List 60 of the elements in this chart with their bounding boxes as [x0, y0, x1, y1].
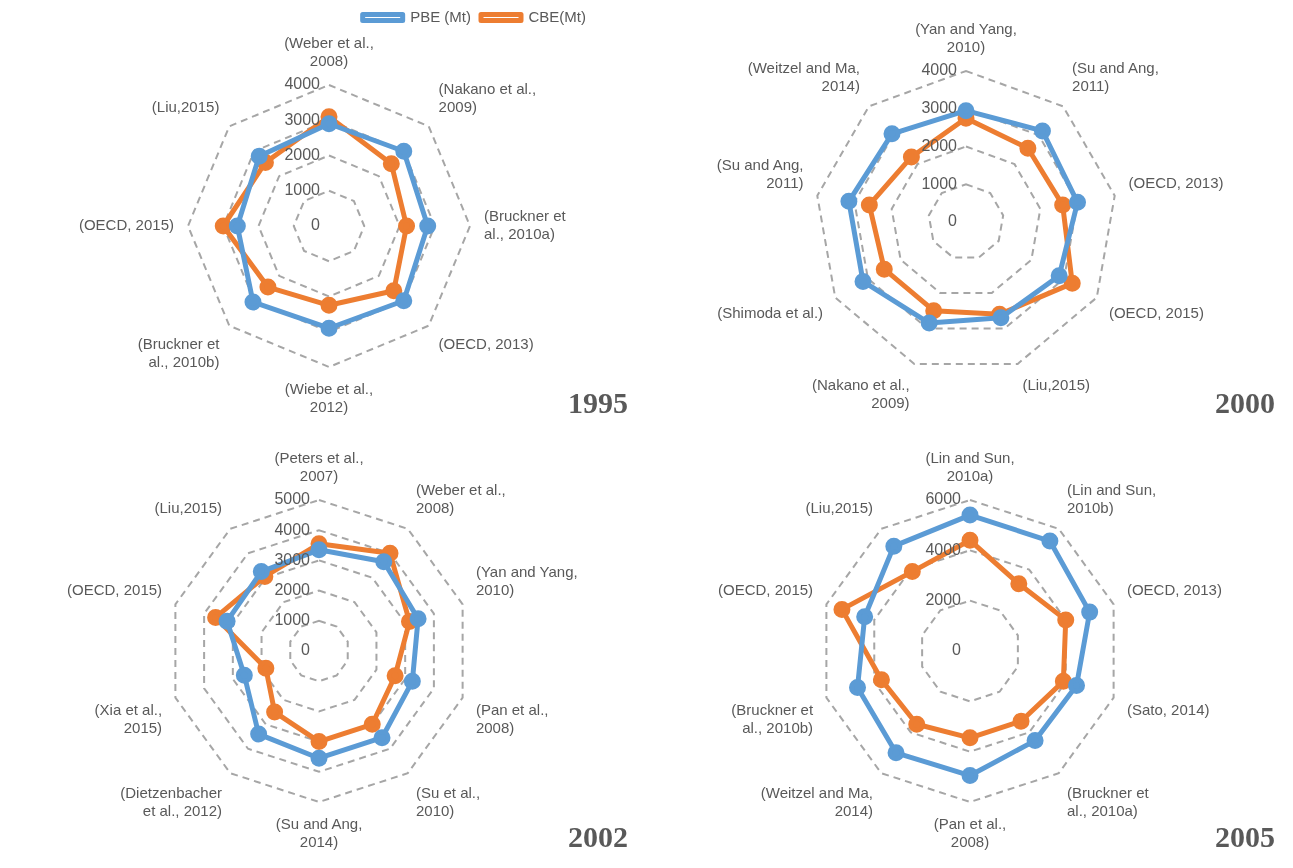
spoke-label: (Su and Ang, 2014) — [275, 815, 363, 851]
y-tick-label: 5000 — [274, 490, 311, 508]
y-tick-label: 2000 — [925, 591, 962, 609]
y-tick-label: 1000 — [284, 181, 321, 199]
spoke-label: (Weitzel and Ma, 2014) — [760, 783, 874, 819]
spoke-label: (OECD, 2013) — [1126, 581, 1222, 599]
spoke-label: (Peters et al., 2007) — [274, 449, 364, 485]
y-tick-label: 0 — [952, 641, 962, 659]
spoke-label: (Su and Ang, 2011) — [1072, 58, 1159, 94]
spoke-label: (Sato, 2014) — [1126, 701, 1210, 719]
spoke-label: (Nakano et al., 2009) — [438, 79, 537, 115]
legend-label: PBE (Mt) — [410, 7, 472, 25]
spoke-label: (OECD, 2015) — [718, 581, 814, 599]
spoke-label: (Liu,2015) — [154, 498, 223, 516]
y-tick-label: 1000 — [921, 174, 958, 192]
spoke-label: (Liu,2015) — [805, 498, 874, 516]
spoke-label: (Nakano et al., 2009) — [812, 376, 910, 412]
spoke-label: (Dietzenbacher et al., 2012) — [120, 783, 223, 819]
spoke-label: (Bruckner et al., 2010b) — [137, 334, 221, 370]
spoke-label: (OECD, 2015) — [67, 581, 163, 599]
spoke-label: (Yan and Yang, 2010) — [915, 20, 1017, 56]
y-tick-label: 3000 — [284, 110, 321, 128]
spoke-label: (Bruckner et al., 2010a) — [484, 207, 567, 243]
spoke-label: (OECD, 2013) — [438, 334, 534, 352]
spoke-label: (Su et al., 2010) — [415, 783, 481, 819]
spoke-label: (Shimoda et al.) — [717, 303, 824, 321]
y-tick-label: 1000 — [274, 611, 311, 629]
spoke-label: (Weber et al., 2008) — [415, 480, 506, 516]
y-tick-label: 4000 — [274, 520, 311, 538]
text: 2005 — [1215, 820, 1275, 854]
spoke-label: (Su and Ang, 2011) — [716, 156, 804, 192]
spoke-label: (OECD, 2015) — [78, 216, 174, 234]
spoke-label: (Wiebe et al., 2012) — [284, 380, 374, 416]
y-tick-label: 4000 — [284, 75, 321, 93]
spoke-label: (Pan et al., 2008) — [933, 815, 1007, 851]
spoke-label: (Lin and Sun, 2010a) — [925, 449, 1015, 485]
spoke-label: (Liu,2015) — [151, 97, 220, 115]
legend-label: CBE(Mt) — [528, 7, 586, 25]
spoke-label: (Pan et al., 2008) — [475, 701, 549, 737]
text: 1995 — [568, 386, 628, 420]
spoke-label: (OECD, 2015) — [1108, 303, 1204, 321]
spoke-label: (Liu,2015) — [1022, 376, 1090, 394]
spoke-label: (Yan and Yang, 2010) — [475, 563, 578, 599]
spoke-label: (Bruckner et al., 2010a) — [1066, 783, 1150, 819]
spoke-label: (Lin and Sun, 2010b) — [1066, 480, 1157, 516]
y-tick-label: 6000 — [925, 490, 962, 508]
y-tick-label: 2000 — [284, 145, 321, 163]
y-tick-label: 0 — [311, 216, 321, 234]
y-tick-label: 4000 — [921, 61, 958, 79]
y-tick-label: 3000 — [921, 99, 958, 117]
spoke-label: (Weitzel and Ma, 2014) — [747, 58, 860, 94]
spoke-label: (Bruckner et al., 2010b) — [731, 701, 814, 737]
y-tick-label: 0 — [948, 212, 958, 230]
text: 2000 — [1215, 386, 1275, 420]
spoke-label: (OECD, 2013) — [1128, 174, 1224, 192]
spoke-label: (Xia et al., 2015) — [94, 701, 163, 737]
spoke-label: (Weber et al., 2008) — [284, 34, 374, 70]
y-tick-label: 2000 — [274, 581, 311, 599]
y-tick-label: 0 — [301, 641, 311, 659]
text: 2002 — [568, 820, 628, 854]
